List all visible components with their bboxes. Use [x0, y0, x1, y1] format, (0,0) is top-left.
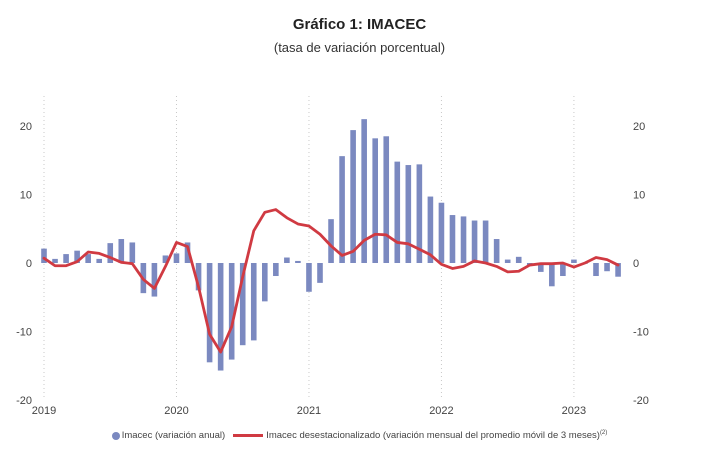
bar: [273, 263, 279, 277]
bar: [493, 239, 500, 263]
bar: [129, 242, 136, 263]
y-tick-label-right: 0: [633, 258, 639, 270]
bar: [107, 243, 114, 263]
bar: [405, 165, 412, 263]
bar: [328, 219, 334, 263]
legend-line-swatch: [233, 434, 264, 438]
bar: [394, 161, 401, 263]
bar: [41, 248, 47, 263]
y-tick-label-right: 10: [633, 190, 645, 202]
y-tick-label-left: 0: [26, 258, 32, 270]
bar: [438, 202, 445, 263]
bar: [383, 136, 390, 263]
y-tick-label-right: 20: [633, 121, 645, 133]
bar: [295, 260, 301, 263]
bar: [63, 254, 69, 263]
bar: [74, 250, 80, 263]
series-line: [42, 208, 620, 354]
bar: [228, 263, 235, 360]
x-tick-label: 2020: [164, 405, 188, 417]
chart-title: Gráfico 1: IMACEC: [292, 16, 427, 33]
bar: [460, 216, 467, 263]
chart-subtitle: (tasa de variación porcentual): [273, 40, 446, 55]
bar: [52, 258, 58, 263]
bar: [195, 263, 202, 291]
bar: [350, 130, 356, 263]
y-tick-label-right: -20: [633, 395, 649, 407]
bar: [449, 215, 456, 263]
bar: [416, 164, 423, 263]
y-tick-label-left: 10: [20, 190, 32, 202]
bar: [184, 242, 191, 263]
bar: [173, 253, 180, 263]
x-tick-label: 2021: [297, 405, 321, 417]
y-tick-label-left: -20: [16, 395, 32, 407]
bar: [604, 263, 610, 272]
bar: [284, 257, 290, 263]
chart-legend: Imacec (variación anual) Imacec desestaci…: [0, 430, 719, 441]
x-tick-label: 2022: [429, 405, 453, 417]
bar: [549, 263, 555, 287]
bar: [515, 256, 522, 263]
x-tick-label: 2023: [562, 405, 586, 417]
bar: [206, 263, 213, 363]
bar: [262, 263, 268, 302]
bar: [427, 196, 434, 263]
bar: [250, 263, 257, 341]
bar: [306, 263, 312, 292]
bar: [372, 138, 378, 263]
bar: [339, 156, 345, 263]
y-tick-label-right: -10: [633, 327, 649, 339]
bar: [482, 220, 489, 263]
bar: [96, 258, 102, 263]
bar: [239, 263, 246, 346]
x-tick-label: 2019: [32, 405, 56, 417]
legend-line-superscript: (2): [599, 430, 608, 436]
bar: [151, 263, 158, 297]
bar: [560, 263, 566, 277]
bar: [217, 263, 224, 371]
bar: [615, 263, 621, 277]
bar: [361, 119, 367, 264]
bar: [118, 239, 125, 263]
bar: [162, 255, 169, 263]
y-tick-label-left: 20: [20, 121, 32, 133]
bar: [317, 263, 323, 283]
bar: [571, 259, 577, 263]
bar: [471, 220, 478, 263]
bar: [538, 263, 544, 272]
legend-bar-swatch: [111, 431, 120, 440]
legend-line-label: Imacec desestacionalizado (variación men…: [266, 430, 600, 442]
bar: [593, 263, 599, 277]
legend-bar-label: Imacec (variación anual): [121, 430, 226, 442]
y-tick-label-left: -10: [16, 327, 32, 339]
bar: [85, 254, 91, 263]
bar: [504, 259, 511, 263]
